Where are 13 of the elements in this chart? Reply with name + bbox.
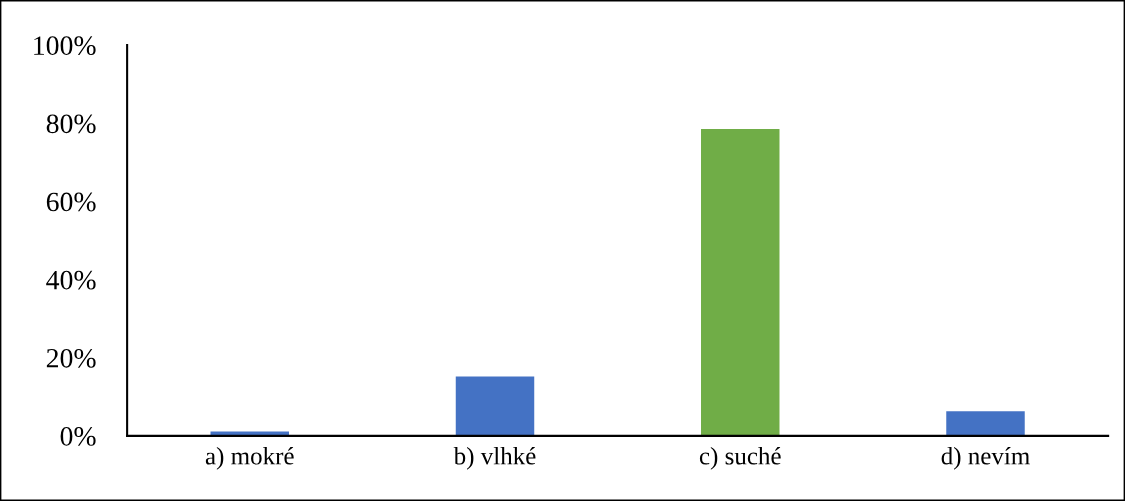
y-tick-label: 80%: [46, 114, 96, 134]
x-tick-label: a) mokré: [205, 446, 294, 470]
bar: [455, 376, 535, 436]
y-tick-label: 100%: [34, 36, 96, 56]
y-tick-label: 20%: [46, 348, 96, 368]
x-tick-label: d) nevím: [941, 446, 1030, 470]
y-tick-label: 0%: [60, 427, 96, 446]
x-tick-label: b) vlhké: [453, 446, 536, 470]
x-tick-label: c) suché: [699, 446, 781, 470]
bar: [946, 411, 1025, 436]
y-tick-label: 40%: [46, 270, 96, 290]
y-tick-label: 60%: [46, 192, 96, 212]
bar: [701, 129, 780, 436]
